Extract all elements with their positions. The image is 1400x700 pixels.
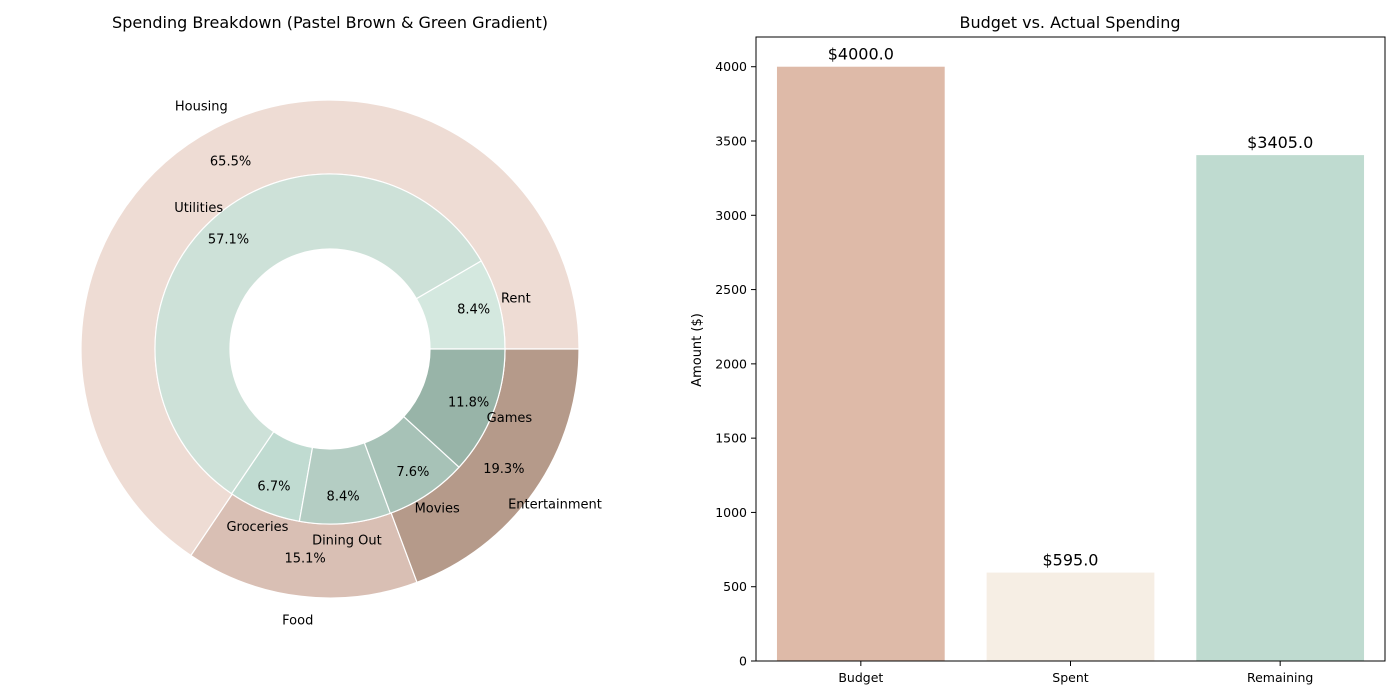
- bar-title: Budget vs. Actual Spending: [959, 13, 1180, 32]
- outer-label-entertainment: Entertainment: [508, 498, 602, 513]
- bar-chart: Budget vs. Actual Spending Amount ($) $4…: [690, 13, 1386, 685]
- bar-spent: [986, 572, 1155, 661]
- inner-percent-movies: 7.6%: [396, 465, 429, 480]
- outer-label-housing: Housing: [175, 100, 228, 115]
- bar-remaining: [1196, 155, 1365, 661]
- inner-percent-dining-out: 8.4%: [327, 490, 360, 505]
- outer-percent-food: 15.1%: [284, 552, 325, 567]
- y-tick-label-2000: 2000: [715, 356, 747, 371]
- x-tick-label-remaining: Remaining: [1247, 670, 1313, 685]
- x-tick-label-budget: Budget: [838, 670, 883, 685]
- inner-label-rent: Rent: [501, 291, 531, 306]
- inner-percent-rent: 8.4%: [457, 303, 490, 318]
- inner-label-games: Games: [487, 411, 533, 426]
- outer-label-food: Food: [282, 613, 313, 628]
- y-tick-label-1000: 1000: [715, 505, 747, 520]
- inner-percent-games: 11.8%: [448, 395, 489, 410]
- y-tick-label-2500: 2500: [715, 282, 747, 297]
- inner-slice-games: [402, 348, 506, 469]
- inner-percent-groceries: 6.7%: [257, 479, 290, 494]
- donut-title: Spending Breakdown (Pastel Brown & Green…: [112, 13, 548, 32]
- outer-percent-entertainment: 19.3%: [483, 462, 524, 477]
- bar-value-label-budget: $4000.0: [828, 45, 894, 64]
- y-tick-label-3500: 3500: [715, 134, 747, 149]
- inner-label-utilities: Utilities: [174, 201, 223, 216]
- y-tick-label-500: 500: [723, 579, 747, 594]
- outer-percent-housing: 65.5%: [210, 155, 251, 170]
- bar-value-label-spent: $595.0: [1043, 551, 1099, 570]
- y-tick-label-3000: 3000: [715, 208, 747, 223]
- y-tick-label-1500: 1500: [715, 431, 747, 446]
- y-axis-label: Amount ($): [690, 313, 705, 387]
- y-tick-label-4000: 4000: [715, 59, 747, 74]
- inner-label-groceries: Groceries: [226, 520, 288, 535]
- bar-budget: [776, 66, 945, 661]
- x-tick-label-spent: Spent: [1052, 670, 1088, 685]
- inner-percent-utilities: 57.1%: [208, 233, 249, 248]
- inner-slice-utilities: [154, 173, 483, 495]
- inner-label-movies: Movies: [415, 501, 460, 516]
- donut-chart: Spending Breakdown (Pastel Brown & Green…: [80, 13, 602, 628]
- bar-value-label-remaining: $3405.0: [1247, 133, 1313, 152]
- plot-frame: [755, 36, 1386, 662]
- y-tick-label-0: 0: [739, 654, 747, 669]
- inner-label-dining-out: Dining Out: [312, 533, 382, 548]
